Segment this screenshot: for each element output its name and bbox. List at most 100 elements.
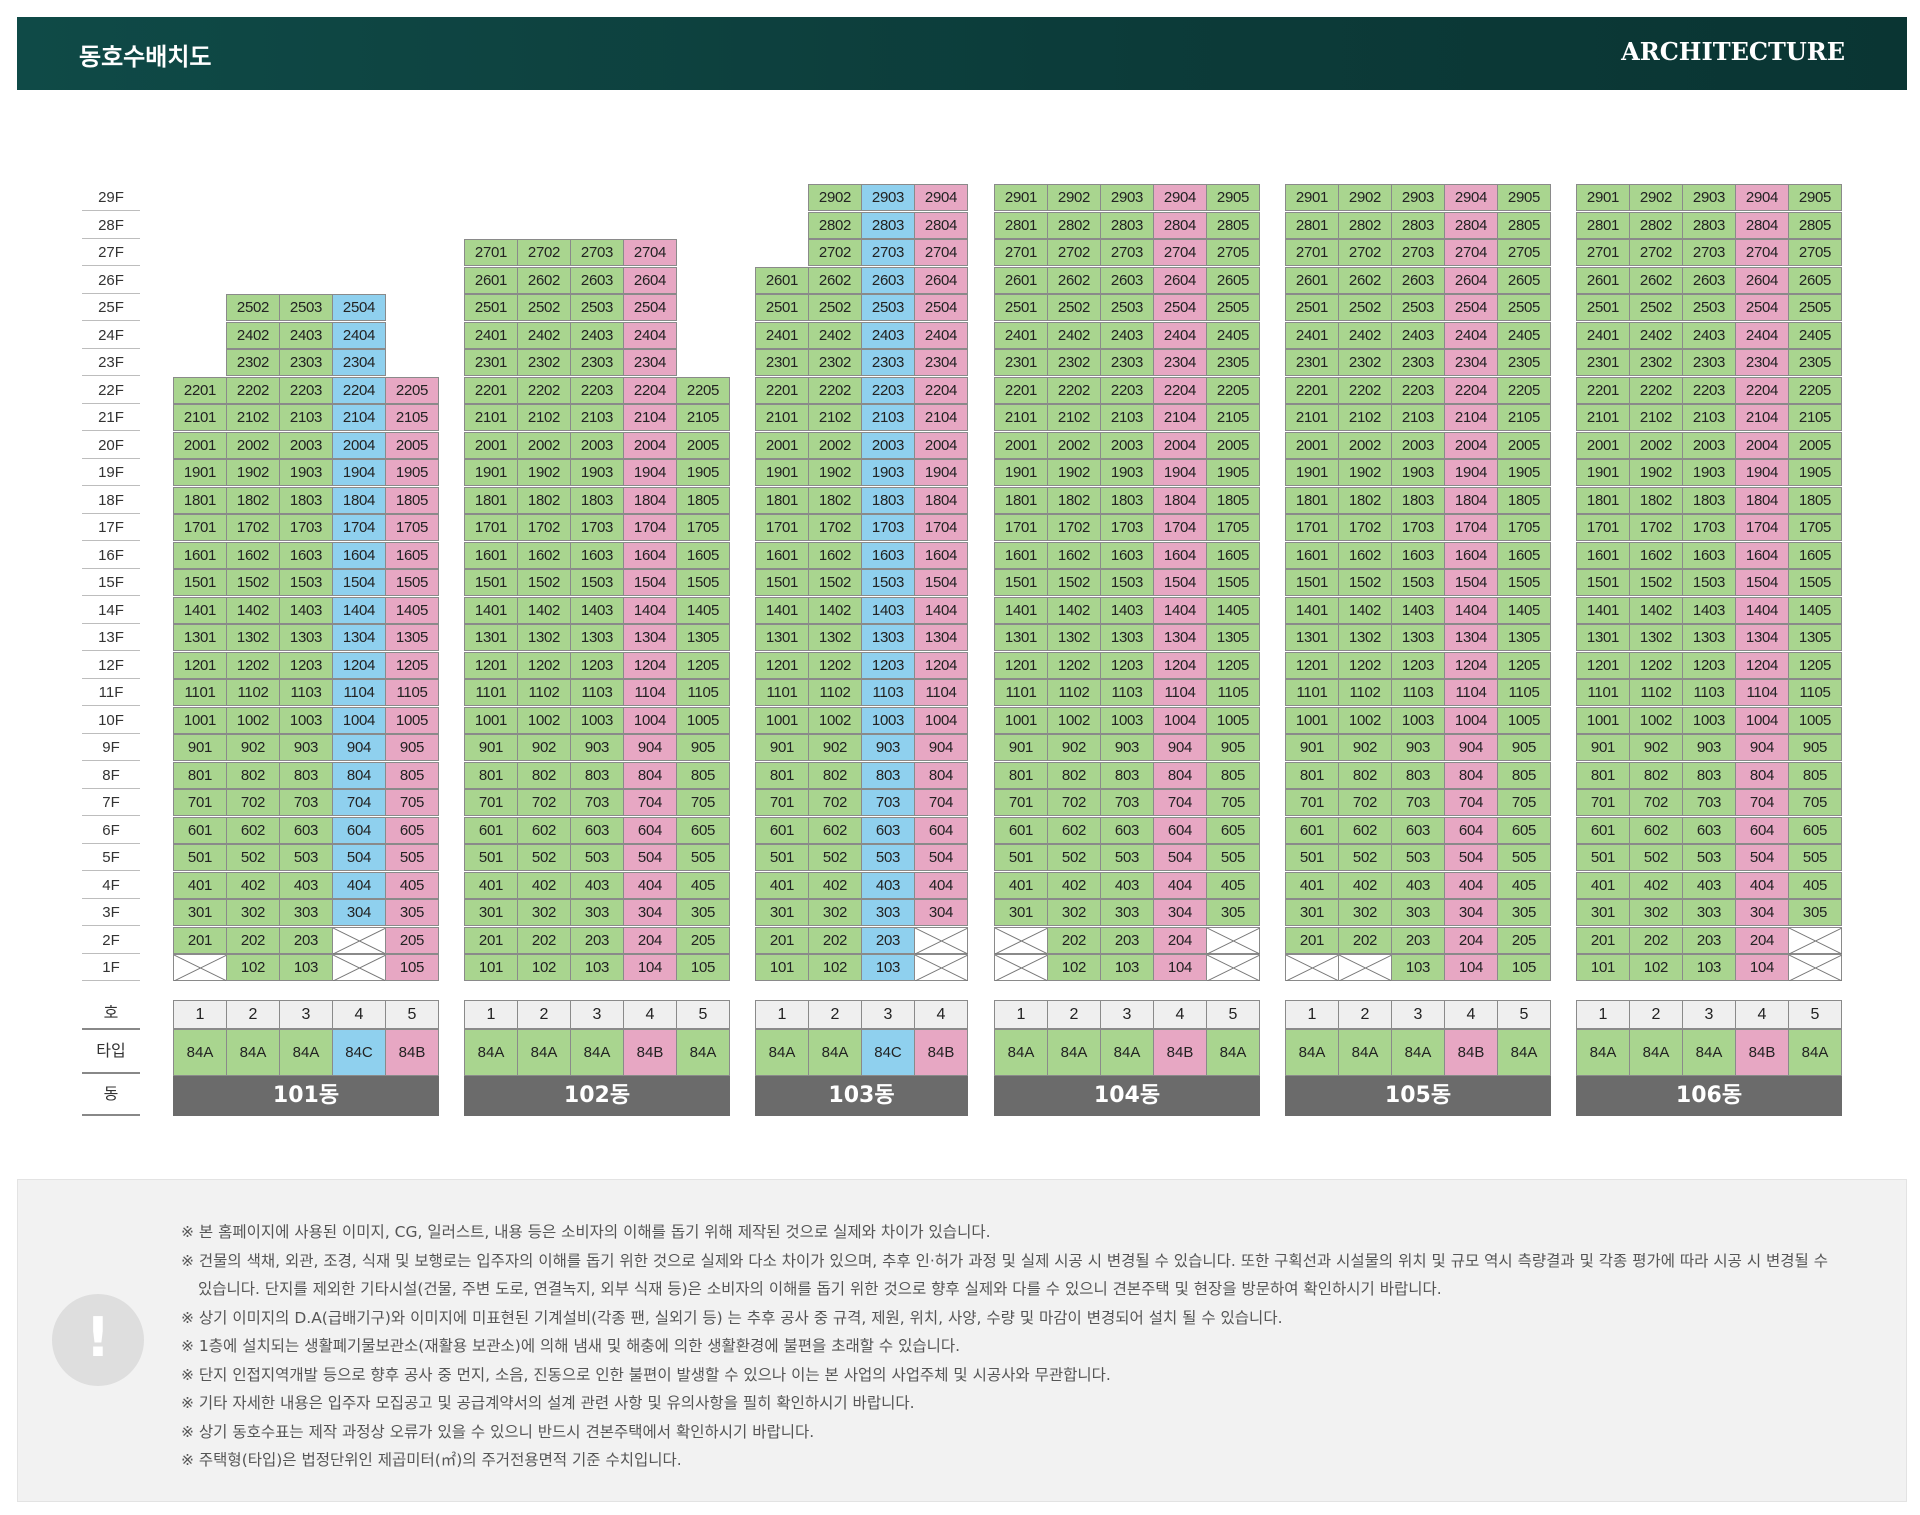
unit-cell: 2201 (1285, 376, 1339, 404)
unit-cell: 2404 (1735, 321, 1789, 349)
unit-cell: 1904 (332, 459, 386, 486)
unit-cell: 2501 (1285, 294, 1339, 321)
ho-number: 4 (914, 1000, 968, 1029)
unit-cell: 2502 (1047, 294, 1101, 321)
empty-unit (1788, 926, 1842, 954)
unit-cell: 1105 (1497, 679, 1551, 706)
floor-label: 25F (82, 294, 140, 321)
unit-cell: 2102 (808, 404, 862, 431)
unit-cell: 2201 (994, 376, 1048, 404)
unit-cell: 2102 (1338, 404, 1392, 431)
unit-cell: 2001 (1285, 431, 1339, 459)
unit-cell: 1505 (1788, 569, 1842, 596)
ho-number: 1 (1576, 1000, 1630, 1029)
unit-cell: 2102 (1629, 404, 1683, 431)
unit-cell: 1005 (1206, 706, 1260, 734)
unit-cell: 1001 (1576, 706, 1630, 734)
unit-cell: 1604 (914, 541, 968, 569)
unit-cell: 503 (861, 844, 915, 871)
unit-cell: 205 (676, 926, 730, 954)
unit-cell: 1605 (1206, 541, 1260, 569)
unit-cell: 703 (1682, 789, 1736, 816)
unit-cell: 402 (1047, 871, 1101, 899)
unit-cell: 2801 (994, 211, 1048, 239)
unit-cell: 401 (173, 871, 227, 899)
unit-cell: 103 (1100, 954, 1154, 981)
unit-cell: 2603 (861, 266, 915, 294)
unit-cell: 2901 (1285, 184, 1339, 211)
unit-cell: 1303 (570, 624, 624, 651)
unit-cell: 1103 (1100, 679, 1154, 706)
unit-cell: 1904 (623, 459, 677, 486)
unit-cell: 1704 (1444, 514, 1498, 541)
unit-cell: 2805 (1206, 211, 1260, 239)
unit-cell: 1701 (1576, 514, 1630, 541)
unit-cell: 601 (173, 816, 227, 844)
unit-cell: 905 (1788, 734, 1842, 761)
unit-cell: 1402 (1047, 596, 1101, 624)
unit-cell: 1403 (1682, 596, 1736, 624)
unit-cell: 803 (279, 761, 333, 789)
unit-cell: 604 (1735, 816, 1789, 844)
unit-cell: 1003 (1100, 706, 1154, 734)
floor-label: 8F (82, 762, 140, 789)
unit-cell: 1004 (914, 706, 968, 734)
unit-cell: 1302 (1047, 624, 1101, 651)
unit-cell: 1302 (808, 624, 862, 651)
unit-cell: 1302 (226, 624, 280, 651)
unit-cell: 2203 (861, 376, 915, 404)
unit-cell: 1402 (1629, 596, 1683, 624)
floor-label: 11F (82, 679, 140, 706)
unit-cell: 1704 (332, 514, 386, 541)
unit-cell: 2803 (1100, 211, 1154, 239)
unit-cell: 2004 (914, 431, 968, 459)
unit-cell: 1503 (861, 569, 915, 596)
unit-cell: 2605 (1788, 266, 1842, 294)
unit-cell: 2701 (994, 239, 1048, 266)
unit-cell: 405 (1206, 871, 1260, 899)
unit-cell: 505 (1788, 844, 1842, 871)
unit-cell: 1905 (1206, 459, 1260, 486)
unit-cell: 2503 (1100, 294, 1154, 321)
unit-cell: 1501 (1576, 569, 1630, 596)
unit-cell: 1703 (570, 514, 624, 541)
ho-number: 2 (1338, 1000, 1392, 1029)
ho-number: 4 (1153, 1000, 1207, 1029)
unit-cell: 1402 (226, 596, 280, 624)
unit-cell: 804 (623, 761, 677, 789)
unit-cell: 803 (1391, 761, 1445, 789)
unit-cell: 2801 (1285, 211, 1339, 239)
unit-cell: 1005 (1497, 706, 1551, 734)
unit-cell: 1204 (1153, 651, 1207, 679)
unit-cell: 1203 (1100, 651, 1154, 679)
unit-cell: 2705 (1788, 239, 1842, 266)
unit-cell: 102 (517, 954, 571, 981)
unit-cell: 304 (1444, 899, 1498, 926)
unit-cell: 1305 (1497, 624, 1551, 651)
unit-cell: 2303 (1682, 349, 1736, 376)
unit-cell: 903 (279, 734, 333, 761)
empty-unit (1285, 954, 1339, 981)
unit-cell: 1501 (1285, 569, 1339, 596)
ho-number: 3 (1100, 1000, 1154, 1029)
floor-label: 15F (82, 569, 140, 596)
unit-cell: 804 (1735, 761, 1789, 789)
exclamation-icon: ! (52, 1294, 144, 1386)
unit-cell: 205 (1497, 926, 1551, 954)
unit-cell: 2604 (1735, 266, 1789, 294)
unit-cell: 1003 (861, 706, 915, 734)
unit-cell: 1802 (517, 486, 571, 514)
unit-cell: 2504 (1444, 294, 1498, 321)
unit-cell: 303 (1682, 899, 1736, 926)
unit-cell: 304 (914, 899, 968, 926)
unit-cell: 902 (1047, 734, 1101, 761)
unit-cell: 1102 (226, 679, 280, 706)
unit-cell: 602 (1629, 816, 1683, 844)
unit-cell: 1903 (861, 459, 915, 486)
unit-cell: 1401 (464, 596, 518, 624)
ho-number: 5 (385, 1000, 439, 1029)
floor-label: 20F (82, 432, 140, 459)
unit-cell: 2504 (623, 294, 677, 321)
unit-cell: 1102 (517, 679, 571, 706)
unit-cell: 2303 (1100, 349, 1154, 376)
